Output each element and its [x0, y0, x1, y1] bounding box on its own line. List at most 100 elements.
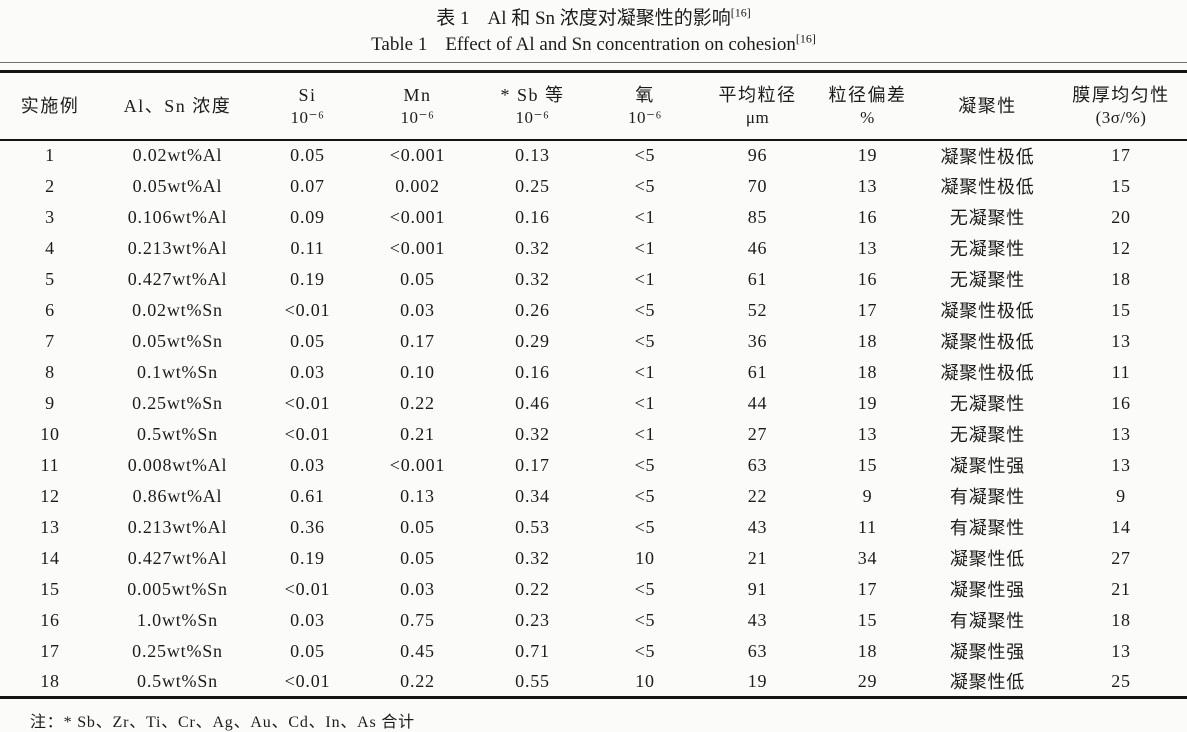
table-row: 17 0.25wt%Sn 0.05 0.45 0.71 <5 63 18 凝聚性强 13: [0, 636, 1187, 667]
table-cell: 17: [857, 578, 878, 599]
table-cell: 凝聚性极低: [940, 332, 1035, 352]
table-row: 10 0.5wt%Sn <0.01 0.21 0.32 <1 27 13 无凝聚性 13: [0, 419, 1187, 450]
table-cell: 43: [747, 609, 768, 630]
table-title-en: Table 1 Effect of Al and Sn concentration…: [0, 32, 1187, 58]
table-cell: 63: [747, 454, 768, 475]
table-cell: 凝聚性强: [949, 642, 1026, 662]
data-table: 实施例 Al、Sn 浓度 Si 10⁻⁶ Mn 10⁻⁶ * Sb 等: [0, 70, 1187, 699]
column-header-line1: 凝聚性: [958, 95, 1017, 116]
table-cell: 70: [747, 175, 768, 196]
table-cell: 19: [747, 670, 768, 691]
table-cell: <0.01: [284, 423, 331, 444]
table-cell: <0.01: [284, 578, 331, 599]
table-cell: 43: [747, 516, 768, 537]
table-cell: 0.03: [400, 299, 435, 320]
column-header-line1: Mn: [403, 84, 432, 105]
table-cell: 27: [1111, 547, 1131, 568]
table-row: 11 0.008wt%Al 0.03 <0.001 0.17 <5 63 15 凝聚性强 13: [0, 450, 1187, 481]
table-cell: 无凝聚性: [949, 270, 1026, 290]
column-header-line2: μm: [745, 107, 770, 127]
table-cell: 0.45: [400, 640, 435, 661]
table-cell: 0.16: [515, 361, 550, 382]
table-cell: 无凝聚性: [949, 208, 1026, 228]
column-header-si: Si 10⁻⁶: [255, 72, 360, 140]
table-cell: <0.01: [284, 392, 331, 413]
table-cell: <0.001: [389, 145, 446, 165]
table-cell: 46: [747, 237, 768, 258]
table-cell: 0.34: [515, 485, 550, 506]
table-cell: <5: [634, 454, 656, 475]
table-cell: 0.008wt%Al: [127, 454, 228, 475]
table-cell: <5: [634, 640, 656, 661]
table-cell: <1: [634, 423, 656, 444]
column-header-film-uniformity: 膜厚均匀性 (3σ/%): [1055, 72, 1187, 140]
table-cell: 0.05: [290, 145, 325, 165]
table-cell: 0.25wt%Sn: [132, 640, 223, 661]
table-cell: 0.16: [515, 206, 550, 227]
table-cell: 18: [40, 670, 60, 691]
table-cell: 0.26: [515, 299, 550, 320]
table-cell: 0.05: [290, 640, 325, 661]
column-header-mean-particle-size: 平均粒径 μm: [700, 72, 815, 140]
table-cell: 52: [747, 299, 768, 320]
table-cell: 0.71: [515, 640, 550, 661]
table-cell: 0.21: [400, 423, 435, 444]
table-cell: 0.002: [395, 175, 440, 196]
column-header-sb-etc: * Sb 等 10⁻⁶: [475, 72, 590, 140]
table-row: 6 0.02wt%Sn <0.01 0.03 0.26 <5 52 17 凝聚性极低 15: [0, 295, 1187, 326]
table-row: 12 0.86wt%Al 0.61 0.13 0.34 <5 22 9 有凝聚性 9: [0, 481, 1187, 512]
table-cell: 16: [40, 609, 60, 630]
table-cell: 0.36: [290, 516, 325, 537]
table-cell: 36: [747, 330, 768, 351]
table-cell: <0.001: [389, 454, 446, 475]
table-cell: 0.61: [290, 485, 325, 506]
table-cell: 0.106wt%Al: [127, 206, 228, 227]
table-cell: 91: [747, 578, 768, 599]
table-cell: 0.5wt%Sn: [137, 423, 218, 444]
table-cell: <1: [634, 361, 656, 382]
table-cell: 11: [858, 516, 877, 537]
table-cell: 0.75: [400, 609, 435, 630]
table-cell: 0.13: [400, 485, 435, 506]
table-cell: 0.29: [515, 330, 550, 351]
table-cell: 16: [857, 206, 878, 227]
table-cell: 10: [40, 423, 60, 444]
table-cell: 16: [1111, 392, 1131, 413]
table-cell: 0.213wt%Al: [127, 516, 228, 537]
table-cell: 凝聚性强: [949, 580, 1026, 600]
column-header-line2: 10⁻⁶: [628, 107, 662, 127]
table-cell: 凝聚性极低: [940, 363, 1035, 383]
column-header-line2: (3σ/%): [1095, 107, 1147, 127]
table-cell: 11: [40, 454, 60, 475]
table-cell: 19: [857, 145, 878, 165]
table-cell: 0.03: [290, 361, 325, 382]
table-header: 实施例 Al、Sn 浓度 Si 10⁻⁶ Mn 10⁻⁶ * Sb 等: [0, 72, 1187, 140]
table-cell: 0.03: [290, 454, 325, 475]
table-cell: 15: [857, 609, 878, 630]
table-cell: 有凝聚性: [949, 611, 1026, 631]
table-cell: 10: [635, 670, 655, 691]
table-cell: 有凝聚性: [949, 518, 1026, 538]
table-cell: 0.25: [515, 175, 550, 196]
table-cell: 0.32: [515, 423, 550, 444]
table-cell: 17: [1111, 145, 1131, 165]
table-cell: 3: [45, 206, 55, 227]
table-cell: 18: [857, 361, 878, 382]
table-cell: 13: [1111, 330, 1131, 351]
table-cell: <5: [634, 175, 656, 196]
table-cell: <5: [634, 330, 656, 351]
table-cell: 4: [45, 237, 55, 258]
table-cell: 96: [747, 145, 768, 165]
table-title-zh: 表 1 Al 和 Sn 浓度对凝聚性的影响[16]: [0, 6, 1187, 32]
table-cell: 18: [1111, 609, 1131, 630]
table-cell: 15: [40, 578, 60, 599]
table-cell: 1: [45, 145, 55, 165]
table-cell: 9: [45, 392, 55, 413]
table-cell: 2: [45, 175, 55, 196]
table-cell: 16: [857, 268, 878, 289]
table-row: 14 0.427wt%Al 0.19 0.05 0.32 10 21 34 凝聚性低 27: [0, 543, 1187, 574]
table-row: 5 0.427wt%Al 0.19 0.05 0.32 <1 61 16 无凝聚性 18: [0, 264, 1187, 295]
table-cell: 0.32: [515, 237, 550, 258]
table-cell: 13: [1111, 454, 1131, 475]
table-cell: 14: [40, 547, 60, 568]
